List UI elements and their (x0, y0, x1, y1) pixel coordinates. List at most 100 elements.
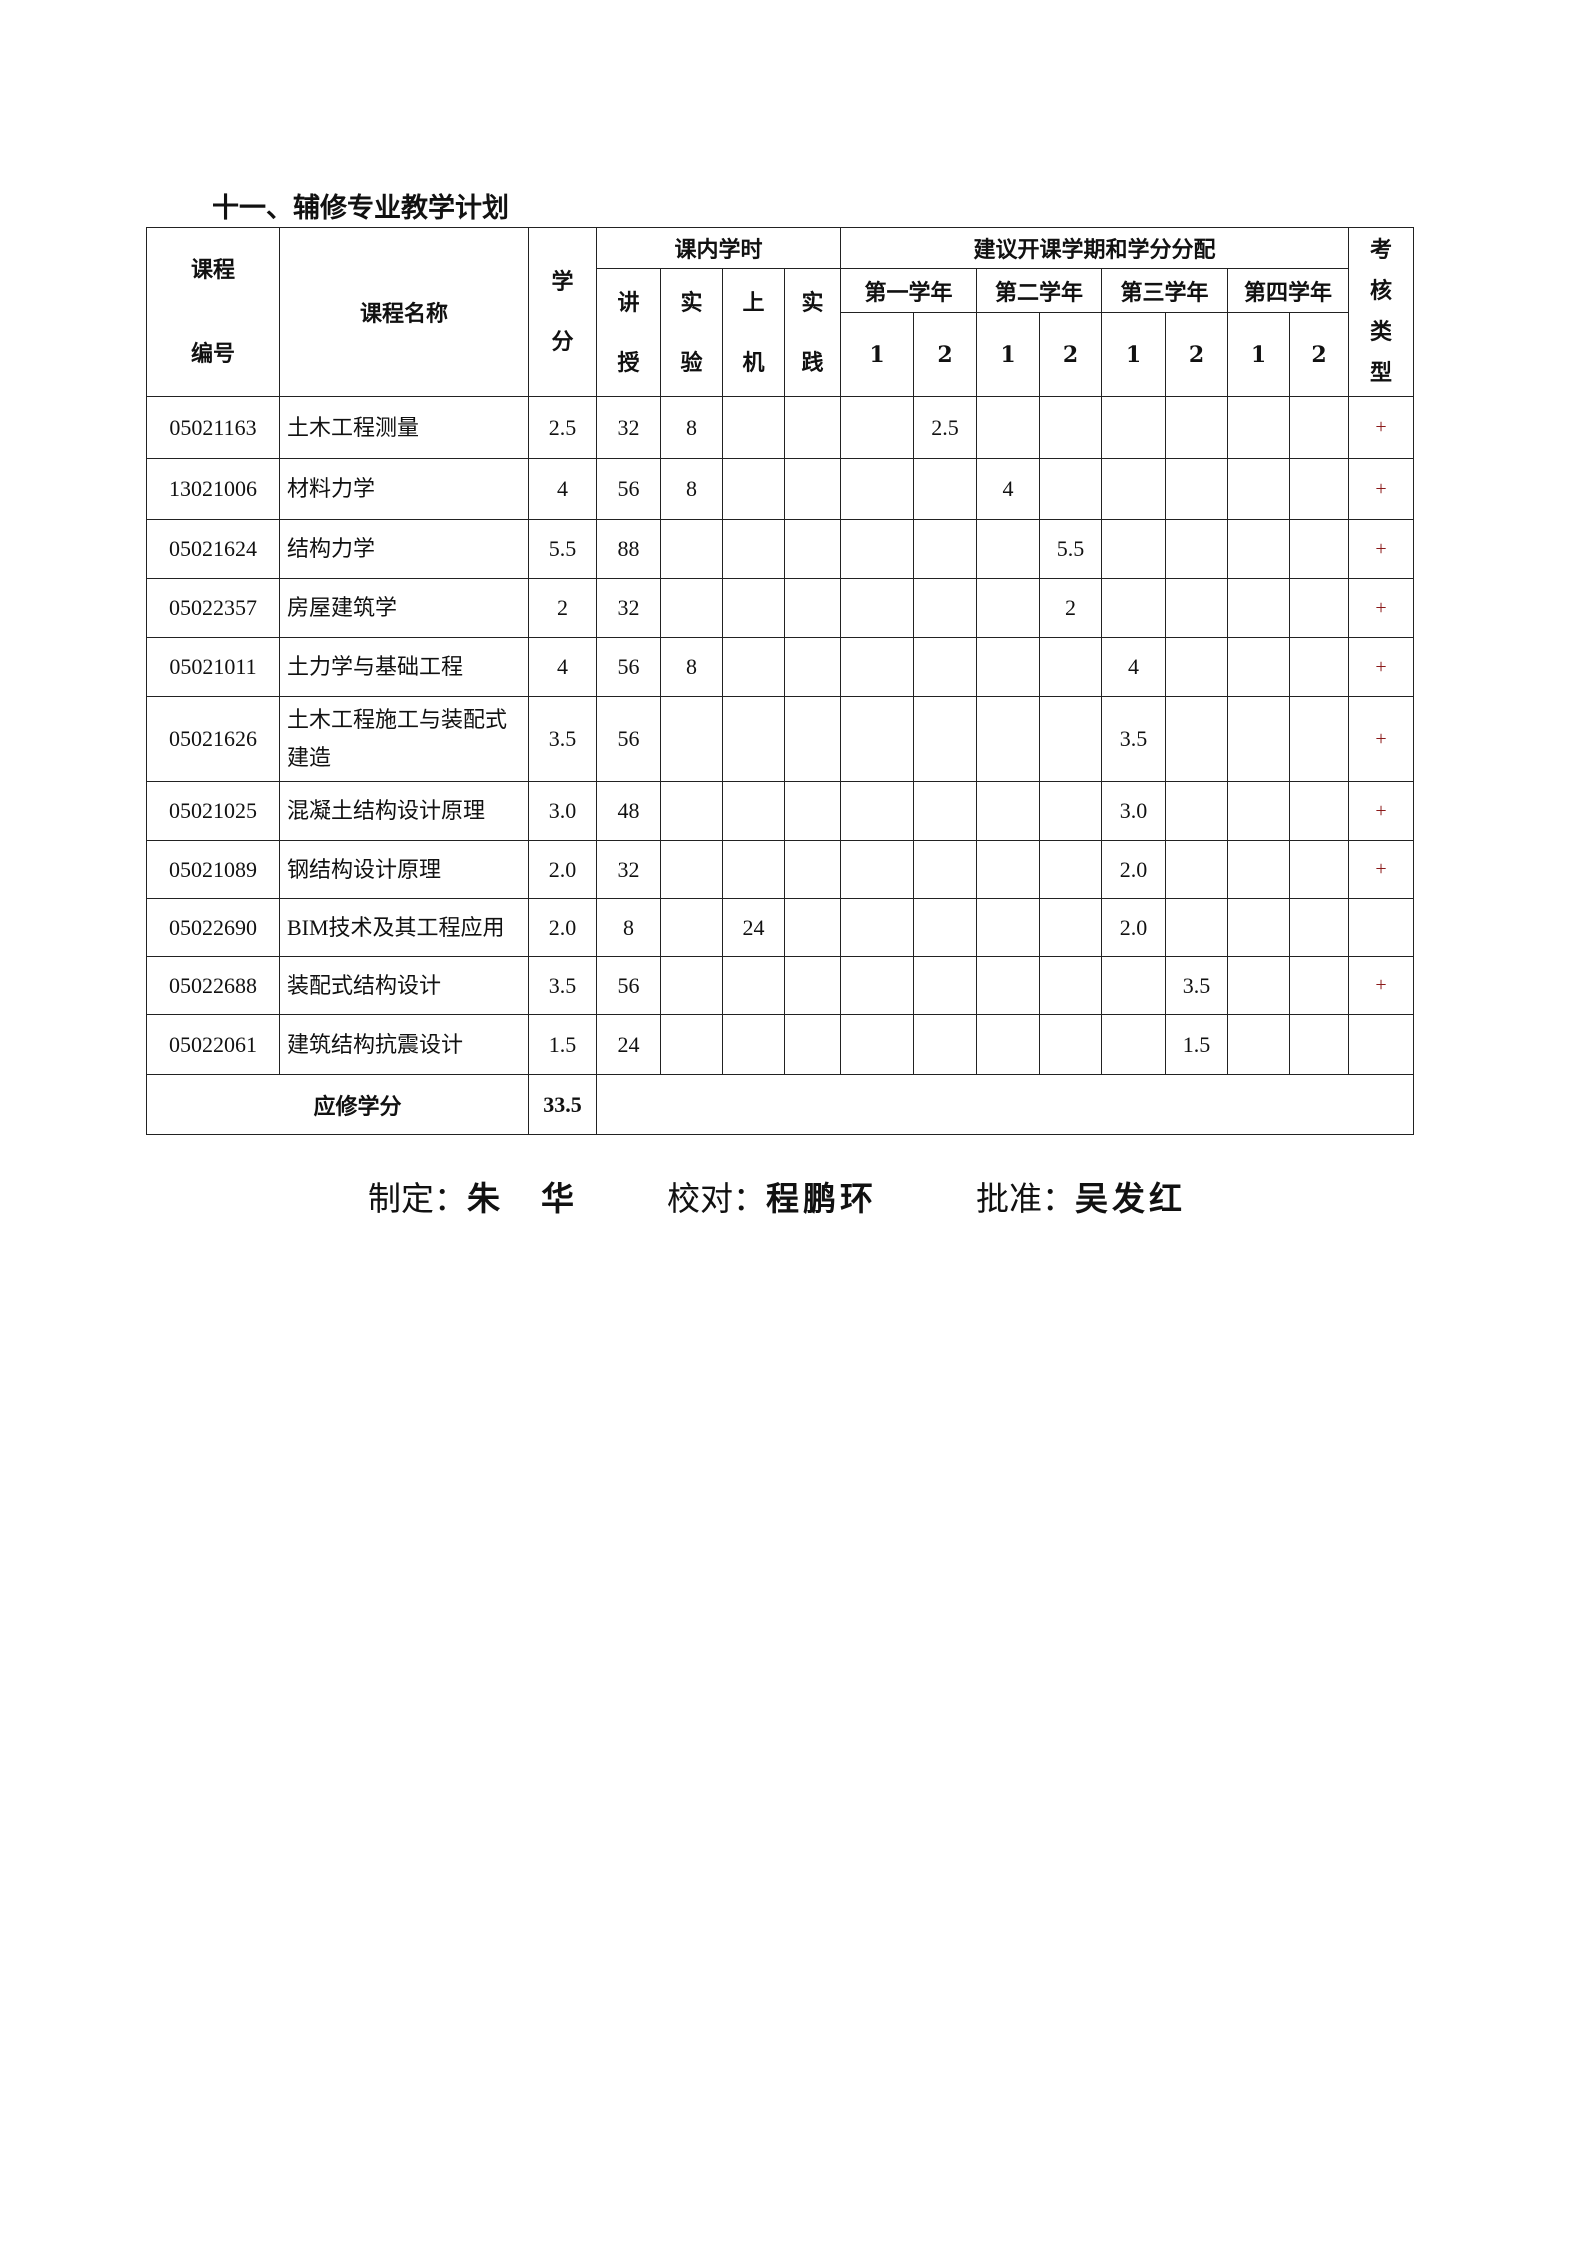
credit: 1.5 (528, 1014, 597, 1075)
credit: 3.0 (528, 781, 597, 841)
computer-hours (722, 1014, 785, 1075)
course-code: 05021011 (146, 637, 280, 697)
header-semester: 2 (1289, 312, 1350, 397)
semester-credit (913, 458, 978, 520)
header-semester: 1 (840, 312, 915, 397)
header-semester: 1 (976, 312, 1041, 397)
semester-credit: 2.0 (1101, 898, 1167, 957)
lecture-hours: 88 (596, 519, 661, 579)
header-course-name: 课程名称 (279, 227, 529, 397)
credit: 3.5 (528, 696, 597, 782)
checked-by-label: 校对： (667, 1179, 766, 1218)
course-name: 土木工程施工与装配式建造 (279, 696, 529, 782)
course-code: 05021025 (146, 781, 280, 841)
computer-hours (722, 396, 785, 459)
computer-hours (722, 578, 785, 638)
teaching-plan-table: 课程 编号 课程名称 学分 课内学时 建议开课学期和学分分配 考核类型 讲授实验上… (146, 227, 1415, 1135)
semester-credit (976, 396, 1041, 459)
table-row: 05021626 土木工程施工与装配式建造 3.5 56 3.5 + (146, 696, 1415, 782)
semester-credit (1165, 578, 1229, 638)
semester-credit (913, 781, 978, 841)
semester-credit (1165, 840, 1229, 899)
table-row: 05022357 房屋建筑学 2 32 2 + (146, 578, 1415, 638)
exam-type: + (1348, 696, 1415, 782)
section-title: 十一、辅修专业教学计划 (212, 193, 509, 224)
semester-credit (1289, 637, 1350, 697)
credit: 4 (528, 637, 597, 697)
semester-credit (1227, 578, 1291, 638)
semester-credit (913, 956, 978, 1015)
table-row: 13021006 材料力学 4 56 8 4 + (146, 458, 1415, 520)
semester-credit (840, 898, 915, 957)
practice-hours (783, 578, 842, 638)
semester-credit (1165, 396, 1229, 459)
course-name: 混凝土结构设计原理 (279, 781, 529, 841)
semester-credit (1227, 956, 1291, 1015)
header-class-hours: 课内学时 (595, 227, 842, 269)
header-hours-2: 上机 (722, 268, 785, 397)
semester-credit (976, 637, 1041, 697)
semester-credit: 2.5 (913, 396, 978, 459)
semester-credit (840, 956, 915, 1015)
header-semester: 2 (1039, 312, 1103, 397)
header-year-4: 第四学年 (1227, 268, 1350, 313)
semester-credit (976, 956, 1041, 1015)
lecture-hours: 32 (596, 396, 661, 459)
lab-hours: 8 (660, 637, 723, 697)
semester-credit (1227, 519, 1291, 579)
semester-credit (1289, 781, 1350, 841)
exam-type: + (1348, 637, 1415, 697)
semester-credit (1165, 458, 1229, 520)
header-hours-0: 讲授 (596, 268, 661, 397)
semester-credit (1227, 637, 1291, 697)
total-row: 应修学分 33.5 (146, 1074, 1415, 1135)
semester-credit (1039, 781, 1103, 841)
semester-credit (1227, 840, 1291, 899)
semester-credit (840, 696, 915, 782)
computer-hours (722, 781, 785, 841)
practice-hours (783, 696, 842, 782)
approved-by-label: 批准： (976, 1179, 1075, 1218)
semester-credit (1039, 1014, 1103, 1075)
credit: 2.0 (528, 898, 597, 957)
course-name: BIM技术及其工程应用 (279, 898, 529, 957)
semester-credit (1289, 578, 1350, 638)
practice-hours (783, 519, 842, 579)
semester-credit: 5.5 (1039, 519, 1103, 579)
lecture-hours: 56 (596, 637, 661, 697)
signature-line: 制定：朱 华 校对：程鹏环 批准：吴发红 (368, 1172, 1186, 1220)
semester-credit (913, 898, 978, 957)
prepared-by-label: 制定： (368, 1179, 467, 1218)
semester-credit (1101, 1014, 1167, 1075)
semester-credit (913, 840, 978, 899)
semester-credit (1289, 396, 1350, 459)
lecture-hours: 56 (596, 696, 661, 782)
exam-type: + (1348, 781, 1415, 841)
header-semester: 2 (913, 312, 978, 397)
lab-hours (660, 956, 723, 1015)
semester-credit (1165, 696, 1229, 782)
semester-credit (1101, 519, 1167, 579)
semester-credit (1039, 840, 1103, 899)
semester-credit (913, 578, 978, 638)
total-credit: 33.5 (528, 1074, 597, 1135)
table-row: 05022061 建筑结构抗震设计 1.5 24 1.5 (146, 1014, 1415, 1075)
header-year-2: 第二学年 (976, 268, 1103, 313)
semester-credit: 2.0 (1101, 840, 1167, 899)
semester-credit (840, 396, 915, 459)
semester-credit: 4 (976, 458, 1041, 520)
credit: 2.0 (528, 840, 597, 899)
header-course-code: 课程 编号 (146, 227, 280, 397)
prepared-by-name: 朱 华 (467, 1179, 578, 1218)
course-name: 土力学与基础工程 (279, 637, 529, 697)
practice-hours (783, 956, 842, 1015)
lecture-hours: 8 (596, 898, 661, 957)
course-name: 材料力学 (279, 458, 529, 520)
total-label: 应修学分 (146, 1074, 529, 1135)
semester-credit (1165, 898, 1229, 957)
header-semester-allocation: 建议开课学期和学分分配 (840, 227, 1350, 269)
semester-credit (913, 696, 978, 782)
credit: 3.5 (528, 956, 597, 1015)
header-hours-3: 实践 (783, 268, 842, 397)
course-name: 房屋建筑学 (279, 578, 529, 638)
